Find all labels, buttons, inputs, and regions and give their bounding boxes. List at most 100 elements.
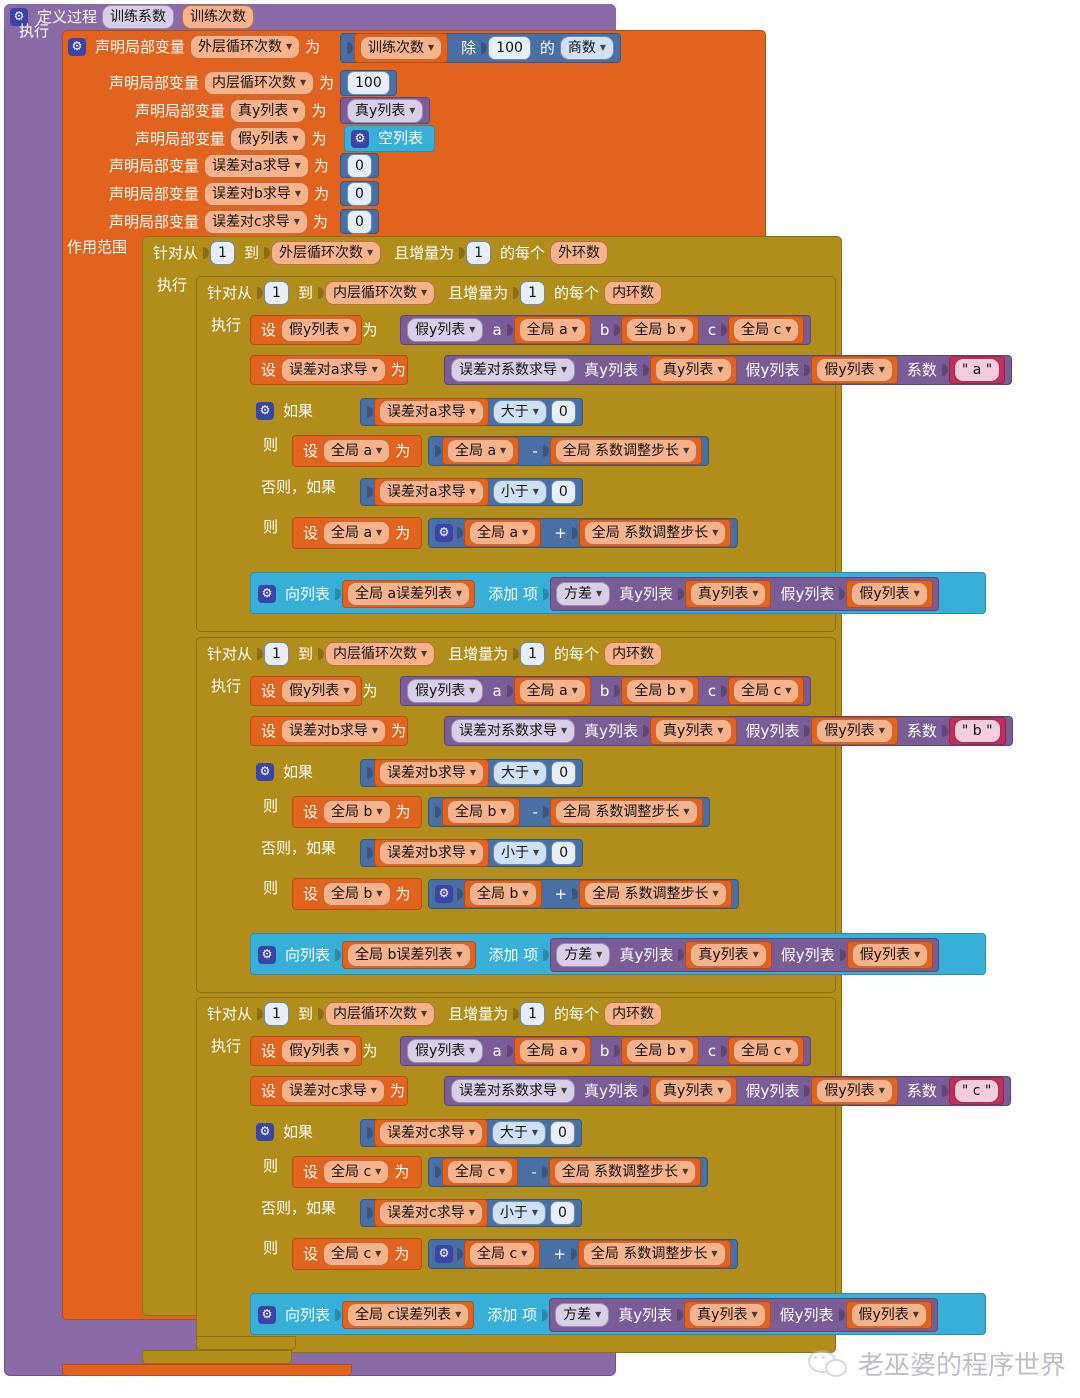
error-list-getter[interactable]: 全局 a误差列表 ▼ <box>342 580 476 608</box>
loop-from-field[interactable]: 1 <box>210 241 235 265</box>
local-var-name[interactable]: 误差对c求导 ▼ <box>204 210 308 234</box>
set-target-field[interactable]: 误差对a求导 ▼ <box>281 358 386 382</box>
compare-block[interactable]: 误差对c求导 ▼ 小于 ▼ 0 <box>360 1199 582 1227</box>
local-decl-row[interactable]: 声明局部变量 误差对b求导 ▼ 为 <box>104 182 334 206</box>
getter-field[interactable]: 全局 c误差列表 ▼ <box>347 1303 470 1327</box>
getter-field[interactable]: 真y列表 ▼ <box>655 719 732 743</box>
local-decl-row[interactable]: 声明局部变量 误差对c求导 ▼ 为 <box>104 210 333 234</box>
getter-field[interactable]: 假y列表 ▼ <box>816 358 893 382</box>
comparison-operator[interactable]: 小于 ▼ <box>491 1201 547 1225</box>
number-field[interactable]: 100 <box>488 36 531 60</box>
comparison-operator[interactable]: 小于 ▼ <box>493 841 548 865</box>
getter-block[interactable]: 真y列表 ▼ <box>340 97 431 124</box>
number-field[interactable]: 0 <box>550 1201 575 1225</box>
add-to-list-row[interactable]: ⚙ 向列表 全局 c误差列表 ▼ 添加 项 方差 ▼ 真y列表 真y列表 ▼ 假y列表… <box>258 1298 938 1332</box>
getter-field[interactable]: 全局 系数调整步长 ▼ <box>584 882 727 906</box>
step-getter[interactable]: 全局 系数调整步长 ▼ <box>548 1158 702 1186</box>
fake-y-getter[interactable]: 假y列表 ▼ <box>846 941 934 969</box>
loop-step-field[interactable]: 1 <box>520 281 546 305</box>
loop-var-field[interactable]: 内环数 <box>604 642 663 666</box>
fake-y-getter[interactable]: 假y列表 ▼ <box>811 717 898 745</box>
gear-icon[interactable]: ⚙ <box>256 1123 274 1141</box>
getter-field[interactable]: 全局 c ▼ <box>447 1160 514 1184</box>
subtract-block[interactable]: 全局 c ▼ - 全局 系数调整步长 ▼ <box>428 1157 709 1187</box>
deriv-call-block[interactable]: 误差对系数求导 ▼ 真y列表 真y列表 ▼ 假y列表 假y列表 ▼ 系数 " a " <box>444 355 1013 385</box>
if-block-header[interactable]: ⚙ 如果 <box>256 1119 318 1145</box>
step-getter[interactable]: 全局 系数调整步长 ▼ <box>579 880 732 908</box>
getter-field[interactable]: 假y列表 ▼ <box>850 1303 927 1327</box>
proc-name-field[interactable]: 假y列表 ▼ <box>407 1039 484 1063</box>
global-getter[interactable]: 全局 b ▼ <box>442 798 520 826</box>
loop-limit-field[interactable]: 内层循环次数 ▼ <box>324 642 436 666</box>
set-global-row[interactable]: 设 全局 b ▼ 为 <box>298 799 416 825</box>
getter-field[interactable]: 误差对c求导 ▼ <box>379 1121 483 1145</box>
getter-field[interactable]: 全局 b ▼ <box>469 882 537 906</box>
string-field[interactable]: " c " <box>953 1079 1000 1103</box>
number-block[interactable]: 0 <box>340 209 379 234</box>
proc-name-field[interactable]: 假y列表 ▼ <box>407 679 484 703</box>
step-getter[interactable]: 全局 系数调整步长 ▼ <box>549 437 703 465</box>
gear-icon[interactable]: ⚙ <box>258 946 276 964</box>
string-field[interactable]: " b " <box>953 719 1001 743</box>
param-getter-block[interactable]: 训练次数 ▼ <box>354 33 449 63</box>
number-field[interactable]: 0 <box>550 1121 575 1145</box>
loop-limit-field[interactable]: 内层循环次数 ▼ <box>324 1002 436 1026</box>
deriv-call-block[interactable]: 误差对系数求导 ▼ 真y列表 真y列表 ▼ 假y列表 假y列表 ▼ 系数 " c " <box>444 1076 1012 1106</box>
deriv-getter[interactable]: 误差对c求导 ▼ <box>374 1119 488 1147</box>
fake-y-getter[interactable]: 假y列表 ▼ <box>846 580 933 608</box>
true-y-getter[interactable]: 真y列表 ▼ <box>685 580 772 608</box>
number-field[interactable]: 0 <box>551 761 577 785</box>
true-y-getter[interactable]: 真y列表 ▼ <box>650 1077 737 1105</box>
global-b-getter[interactable]: 全局 b ▼ <box>621 1037 699 1065</box>
step-getter[interactable]: 全局 系数调整步长 ▼ <box>578 519 732 547</box>
getter-field[interactable]: 真y列表 ▼ <box>690 943 767 967</box>
global-getter[interactable]: 全局 a ▼ <box>442 437 520 465</box>
local-var-name[interactable]: 误差对b求导 ▼ <box>204 182 310 206</box>
getter-field[interactable]: 假y列表 ▼ <box>816 719 893 743</box>
local-decl-row[interactable]: 声明局部变量 真y列表 ▼ 为 <box>130 98 331 124</box>
number-block[interactable]: 0 <box>340 153 379 178</box>
loop-from-field[interactable]: 1 <box>264 1002 289 1026</box>
getter-field[interactable]: 全局 b ▼ <box>626 318 694 342</box>
getter-field[interactable]: 假y列表 ▼ <box>816 1079 893 1103</box>
getter-field[interactable]: 误差对b求导 ▼ <box>379 761 485 785</box>
step-getter[interactable]: 全局 系数调整步长 ▼ <box>549 798 703 826</box>
number-field[interactable]: 100 <box>347 71 390 95</box>
set-target-field[interactable]: 假y列表 ▼ <box>281 318 358 342</box>
getter-field[interactable]: 误差对c求导 ▼ <box>379 1201 483 1225</box>
step-getter[interactable]: 全局 系数调整步长 ▼ <box>577 1240 731 1268</box>
set-fake-y-row[interactable]: 设 假y列表 ▼ 为 <box>256 317 382 343</box>
local-decl-row[interactable]: 声明局部变量 误差对a求导 ▼ 为 <box>104 154 334 178</box>
fake-y-getter[interactable]: 假y列表 ▼ <box>845 1301 932 1329</box>
deriv-call-block[interactable]: 误差对系数求导 ▼ 真y列表 真y列表 ▼ 假y列表 假y列表 ▼ 系数 " b " <box>444 716 1013 746</box>
fake-y-call-block[interactable]: 假y列表 ▼ a 全局 a ▼ b 全局 b ▼ c 全局 c ▼ <box>400 1036 812 1066</box>
loop-limit-field[interactable]: 内层循环次数 ▼ <box>324 281 436 305</box>
gear-icon[interactable]: ⚙ <box>435 1245 453 1263</box>
string-field[interactable]: " a " <box>953 358 1001 382</box>
local-var-name[interactable]: 假y列表 ▼ <box>230 127 307 151</box>
set-target-field[interactable]: 误差对b求导 ▼ <box>281 719 387 743</box>
set-target-field[interactable]: 全局 a ▼ <box>323 521 391 545</box>
compare-block[interactable]: 误差对a求导 ▼ 小于 ▼ 0 <box>360 478 583 506</box>
getter-field[interactable]: 全局 a ▼ <box>469 521 537 545</box>
global-getter[interactable]: 全局 c ▼ <box>442 1158 519 1186</box>
number-field[interactable]: 0 <box>347 153 372 178</box>
getter-field[interactable]: 全局 系数调整步长 ▼ <box>582 1242 726 1266</box>
comparison-operator[interactable]: 大于 ▼ <box>491 1121 547 1145</box>
local-var-name[interactable]: 误差对a求导 ▼ <box>204 154 309 178</box>
getter-field[interactable]: 全局 c ▼ <box>733 679 800 703</box>
number-field[interactable]: 0 <box>347 209 372 234</box>
set-global-row[interactable]: 设 全局 b ▼ 为 <box>298 881 416 907</box>
true-y-getter[interactable]: 真y列表 ▼ <box>684 1301 771 1329</box>
getter-field[interactable]: 全局 系数调整步长 ▼ <box>554 800 698 824</box>
set-deriv-row[interactable]: 设 误差对b求导 ▼ 为 <box>256 718 411 744</box>
set-target-field[interactable]: 全局 b ▼ <box>323 882 391 906</box>
set-deriv-row[interactable]: 设 误差对a求导 ▼ 为 <box>256 357 411 383</box>
number-field[interactable]: 0 <box>550 400 576 424</box>
set-fake-y-row[interactable]: 设 假y列表 ▼ 为 <box>256 678 382 704</box>
local-decl-row[interactable]: ⚙ 声明局部变量 外层循环次数 ▼ 为 <box>68 34 325 60</box>
getter-field[interactable]: 真y列表 ▼ <box>690 582 767 606</box>
if-block-header[interactable]: ⚙ 如果 <box>256 398 318 424</box>
loop-var-field[interactable]: 外环数 <box>550 241 609 265</box>
error-list-getter[interactable]: 全局 c误差列表 ▼ <box>342 1301 475 1329</box>
